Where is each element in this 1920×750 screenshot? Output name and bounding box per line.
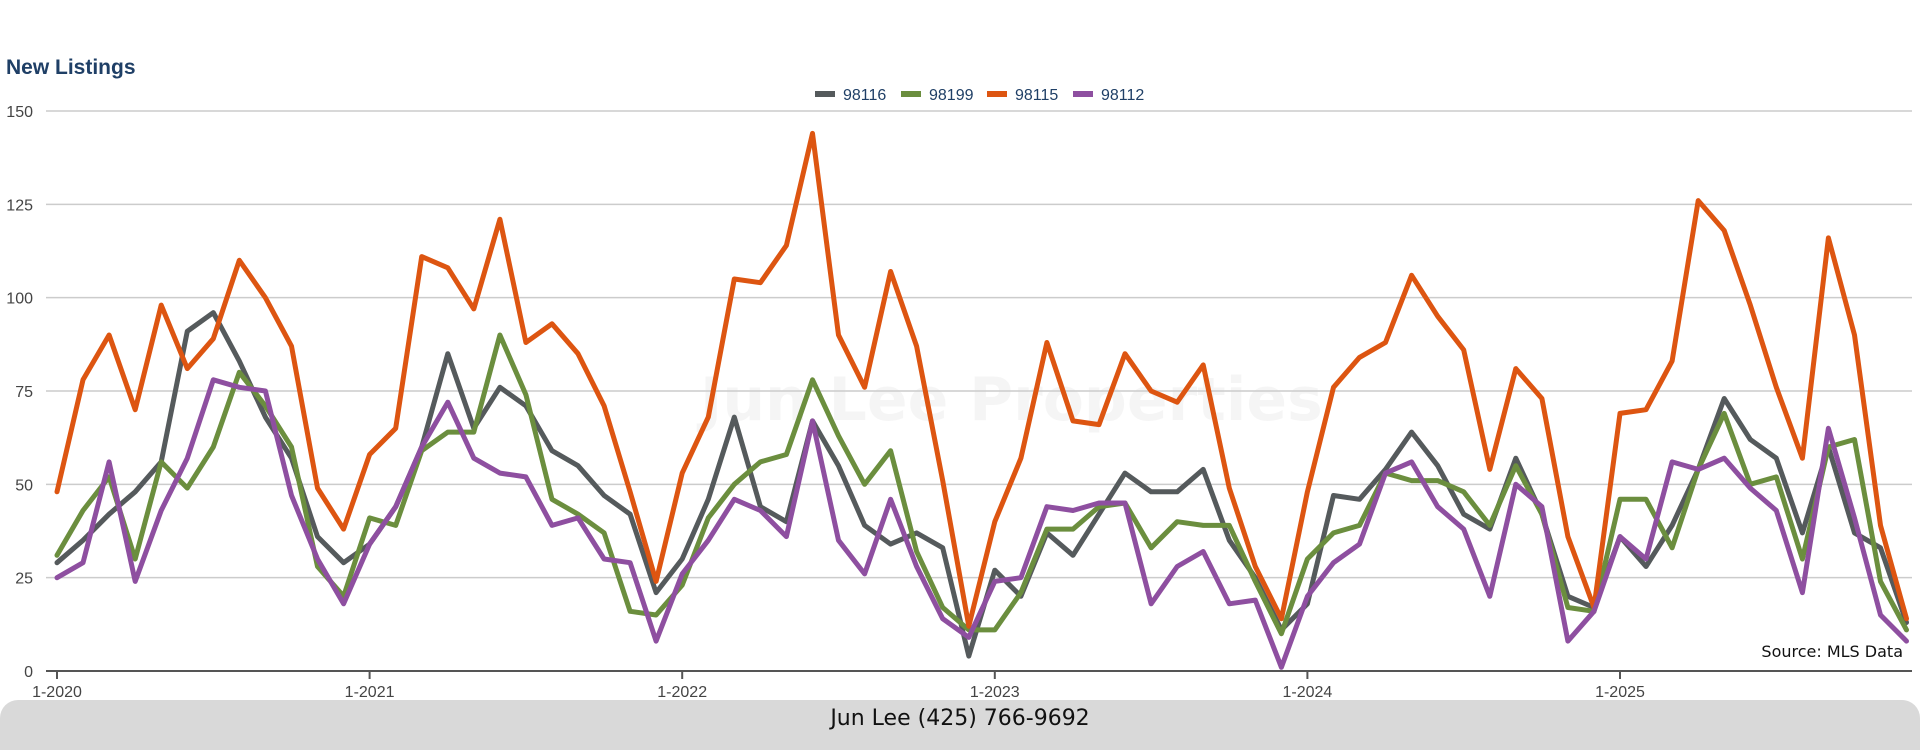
gridlines bbox=[46, 110, 1912, 579]
x-tick-label: 1-2022 bbox=[657, 684, 707, 700]
chart-title: New Listings bbox=[6, 56, 136, 79]
x-tick-label: 1-2021 bbox=[345, 684, 395, 700]
y-tick-label: 25 bbox=[15, 571, 33, 588]
series-line-98112 bbox=[54, 377, 1909, 670]
footer-bar bbox=[0, 700, 1920, 750]
source-note: Source: MLS Data bbox=[1761, 642, 1903, 661]
x-tick-label: 1-2020 bbox=[32, 684, 82, 700]
y-tick-label: 125 bbox=[6, 197, 33, 214]
y-tick-label: 100 bbox=[6, 291, 33, 308]
legend-label-98115: 98115 bbox=[1015, 87, 1058, 104]
legend: 98116 98199 98115 98112 bbox=[815, 87, 1144, 104]
x-tick-label: 1-2024 bbox=[1282, 684, 1332, 700]
y-tick-label: 75 bbox=[15, 384, 33, 401]
x-tick-label: 1-2025 bbox=[1595, 684, 1645, 700]
series-lines bbox=[54, 130, 1909, 670]
y-tick-label: 150 bbox=[6, 104, 33, 121]
y-tick-label: 50 bbox=[15, 477, 33, 494]
y-axis-ticks: 0 25 50 75 100 125 150 bbox=[6, 104, 33, 681]
x-axis: 1-2020 1-2021 1-2022 1-2023 1-2024 1-2025 bbox=[32, 670, 1912, 700]
legend-label-98112: 98112 bbox=[1101, 87, 1144, 104]
series-line-98115 bbox=[54, 130, 1909, 629]
legend-label-98116: 98116 bbox=[843, 87, 886, 104]
y-tick-label: 0 bbox=[24, 664, 33, 681]
legend-label-98199: 98199 bbox=[929, 87, 974, 104]
x-tick-label: 1-2023 bbox=[970, 684, 1020, 700]
footer-contact: Jun Lee (425) 766-9692 bbox=[830, 706, 1090, 731]
